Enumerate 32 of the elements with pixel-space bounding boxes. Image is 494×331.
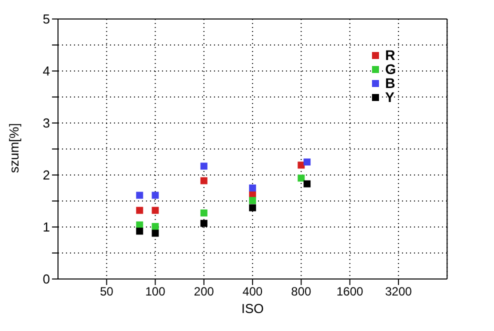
point <box>200 162 208 170</box>
x-tick-label: 50 <box>100 284 114 299</box>
y-tick-label: 5 <box>42 12 50 27</box>
x-tick-label: 100 <box>145 284 166 299</box>
y-tick-label: 4 <box>42 64 50 79</box>
x-tick-label: 200 <box>194 284 214 299</box>
y-tick-label: 3 <box>42 116 50 131</box>
x-tick-label: 3200 <box>385 284 412 299</box>
point <box>249 184 256 192</box>
y-tick-label: 0 <box>42 272 50 287</box>
x-tick-label: 1600 <box>336 284 364 299</box>
point <box>200 209 208 216</box>
x-axis-title: ISO <box>241 301 264 316</box>
y-tick-label: 1 <box>42 220 50 235</box>
x-tick-label: 400 <box>242 284 263 299</box>
point <box>298 162 305 169</box>
point <box>152 206 159 214</box>
point <box>152 222 159 230</box>
legend-label: Y <box>385 89 394 105</box>
point <box>249 196 256 204</box>
point <box>152 192 159 199</box>
x-tick-label: 800 <box>291 284 312 299</box>
y-axis-title: szum[%] <box>6 123 22 173</box>
point <box>152 230 159 237</box>
point <box>298 174 305 182</box>
y-tick-label: 2 <box>42 168 50 183</box>
legend-label: G <box>385 61 396 77</box>
point <box>200 177 208 184</box>
legend-label: B <box>385 75 396 91</box>
point <box>249 204 256 212</box>
legend-label: R <box>385 47 396 63</box>
point <box>200 220 208 227</box>
